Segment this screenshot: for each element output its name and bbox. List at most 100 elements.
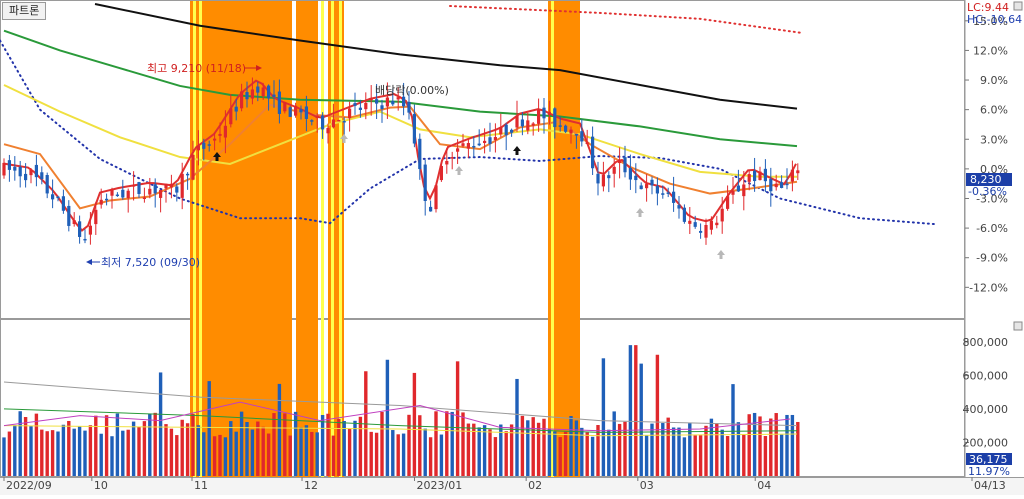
- candle: [520, 112, 524, 136]
- volume-bar: [763, 436, 768, 476]
- volume-bar: [256, 421, 260, 476]
- candle: [585, 129, 589, 144]
- stock-name-tab[interactable]: 파트론: [2, 2, 47, 20]
- volume-bar: [779, 434, 784, 476]
- candle-body: [256, 86, 260, 93]
- candle-body: [2, 162, 6, 176]
- candle-body: [245, 92, 249, 100]
- price-tick-label: -9.0%: [976, 252, 1008, 265]
- candlesticks: [2, 77, 800, 245]
- volume-bar: [704, 425, 708, 476]
- candle-body: [456, 148, 460, 152]
- candle-body: [445, 160, 449, 165]
- candle-body: [655, 185, 659, 194]
- candle: [580, 119, 584, 147]
- candle-body: [780, 182, 784, 188]
- candle: [526, 112, 530, 135]
- volume-bar: [29, 426, 33, 476]
- candle-body: [18, 166, 22, 177]
- candle: [304, 95, 308, 132]
- candle-body: [267, 85, 271, 99]
- volume-bar: [742, 434, 746, 476]
- candle: [137, 181, 141, 198]
- volume-bar: [736, 422, 741, 476]
- volume-badge-change: 11.97%: [968, 465, 1010, 478]
- candle-body: [769, 179, 773, 192]
- x-tick-label: 10: [94, 479, 108, 492]
- candle: [547, 100, 551, 125]
- candle: [234, 98, 238, 121]
- high-label: 최고 9,210 (11/18): [147, 62, 246, 75]
- candle-body: [488, 137, 492, 144]
- price-tick-label: -12.0%: [969, 281, 1008, 294]
- candle: [353, 92, 357, 115]
- candle: [169, 174, 173, 199]
- candle: [429, 200, 433, 212]
- candle: [45, 172, 49, 199]
- candle: [607, 171, 611, 193]
- candle: [132, 171, 136, 201]
- candle-body: [326, 127, 330, 134]
- candle: [94, 201, 98, 235]
- candle: [331, 103, 335, 129]
- candle-body: [753, 170, 757, 182]
- volume-bar: [61, 424, 66, 476]
- candle: [645, 174, 649, 202]
- candle: [267, 84, 271, 111]
- candle: [456, 139, 460, 164]
- scroll-handle-volume[interactable]: [1013, 321, 1023, 331]
- ma120-line: [3, 29, 798, 148]
- candle-body: [531, 123, 535, 126]
- volume-bar: [542, 418, 546, 476]
- candle: [488, 122, 492, 152]
- volume-bar: [607, 429, 611, 476]
- candle-body: [720, 208, 724, 222]
- candle: [450, 151, 454, 170]
- candle: [153, 178, 157, 208]
- volume-bar: [358, 416, 363, 476]
- x-tick-label: 02: [528, 479, 542, 492]
- scroll-handle-top[interactable]: [1013, 1, 1023, 11]
- candle-body: [542, 107, 546, 119]
- candle-body: [709, 220, 713, 230]
- candle-body: [353, 103, 357, 106]
- candle: [126, 188, 130, 213]
- candle: [223, 110, 227, 154]
- candle: [731, 176, 735, 204]
- candle: [369, 85, 373, 116]
- volume-ma-green: [3, 408, 798, 433]
- volume-bar: [99, 433, 103, 476]
- volume-bar: [56, 431, 60, 476]
- highlight-stripe: [331, 1, 334, 477]
- candle-body: [304, 106, 308, 119]
- price-tick-label: -6.0%: [976, 222, 1008, 235]
- volume-bar: [418, 415, 422, 476]
- volume-bar: [790, 414, 795, 476]
- candle-body: [585, 142, 589, 144]
- highlight-stripe: [339, 1, 342, 477]
- volume-bar: [585, 432, 589, 476]
- volume-bar: [83, 430, 87, 476]
- volume-bar: [482, 425, 487, 476]
- candle-body: [650, 179, 654, 186]
- candle-body: [553, 108, 557, 128]
- volume-averages: [3, 381, 798, 437]
- candle: [7, 154, 11, 182]
- candle-body: [288, 107, 292, 117]
- volume-bar: [450, 411, 454, 476]
- volume-bar: [2, 437, 6, 476]
- volume-bar: [158, 372, 163, 476]
- candle: [358, 99, 362, 118]
- volume-bar: [13, 425, 17, 476]
- candle: [72, 212, 76, 227]
- candle: [742, 170, 746, 211]
- volume-bar: [407, 414, 411, 476]
- price-badge-change: -0.36%: [968, 185, 1007, 198]
- volume-bar: [688, 423, 692, 476]
- candle-body: [186, 173, 190, 176]
- candle: [434, 182, 438, 213]
- highlight-band: [235, 1, 292, 477]
- candle: [272, 80, 276, 108]
- candle: [628, 154, 632, 190]
